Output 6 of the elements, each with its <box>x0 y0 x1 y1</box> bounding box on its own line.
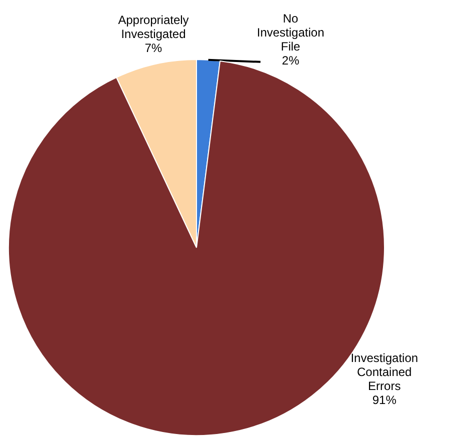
slice-label: Investigation Contained Errors <box>350 351 418 394</box>
data-label: 91% <box>372 393 397 408</box>
slice-label: No Investigation File <box>256 12 324 54</box>
data-label: 2% <box>282 54 300 68</box>
slice-label: Appropriately Investigated <box>118 12 189 41</box>
data-label: 7% <box>144 40 162 55</box>
